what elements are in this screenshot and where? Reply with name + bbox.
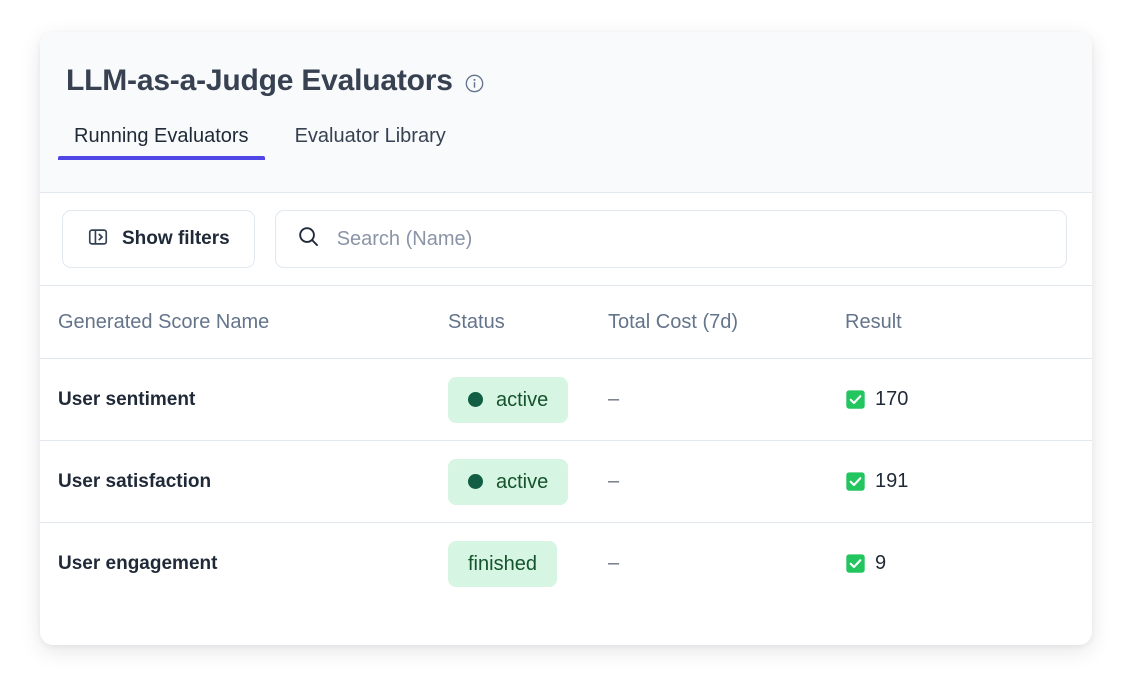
cell-cost: – <box>608 522 845 604</box>
cell-result: 191 <box>845 440 1092 523</box>
row-name-label: User satisfaction <box>58 470 212 492</box>
search-placeholder: Search (Name) <box>336 227 473 250</box>
title-row: LLM-as-a-Judge Evaluators <box>40 32 1092 96</box>
status-dot-icon <box>468 392 483 407</box>
white-check-mark-icon <box>845 471 866 492</box>
table-row[interactable]: User sentiment active – <box>40 358 1092 441</box>
tab-running-evaluators[interactable]: Running Evaluators <box>58 125 265 160</box>
cost-value: – <box>608 552 620 574</box>
cost-value: – <box>608 470 620 492</box>
result-value-wrap: 9 <box>845 552 1092 575</box>
cell-name: User satisfaction <box>40 440 448 523</box>
card-header: LLM-as-a-Judge Evaluators Running Evalua… <box>40 32 1092 193</box>
white-check-mark-icon <box>845 389 866 410</box>
status-badge-label: active <box>496 470 549 493</box>
status-badge: finished <box>448 540 557 587</box>
tab-evaluator-library-label: Evaluator Library <box>294 125 446 147</box>
show-filters-button[interactable]: Show filters <box>62 210 255 268</box>
status-badge-label: active <box>496 388 549 411</box>
show-filters-label: Show filters <box>122 228 230 249</box>
status-badge: active <box>448 376 569 423</box>
tab-evaluator-library[interactable]: Evaluator Library <box>287 126 454 160</box>
result-count: 9 <box>875 552 887 574</box>
cost-value: – <box>608 388 620 410</box>
result-count: 191 <box>875 470 909 492</box>
row-name-label: User engagement <box>58 552 218 574</box>
page-title: LLM-as-a-Judge Evaluators <box>66 64 453 97</box>
cell-name: User engagement <box>40 522 448 604</box>
table-row[interactable]: User engagement finished – <box>40 522 1092 604</box>
table-header-row: Generated Score Name Status Total Cost (… <box>40 286 1092 359</box>
column-header-result[interactable]: Result <box>845 286 1092 359</box>
toolbar: Show filters Search (Name) <box>40 193 1092 286</box>
search-icon <box>296 224 321 254</box>
column-header-total-cost[interactable]: Total Cost (7d) <box>608 286 845 359</box>
cell-result: 170 <box>845 358 1092 441</box>
white-check-mark-icon <box>845 553 866 574</box>
evaluators-card: LLM-as-a-Judge Evaluators Running Evalua… <box>40 32 1092 645</box>
table-body: User sentiment active – <box>40 358 1092 604</box>
cell-status: active <box>448 440 608 523</box>
result-count: 170 <box>875 388 909 410</box>
row-name-label: User sentiment <box>58 388 196 410</box>
table-row[interactable]: User satisfaction active – <box>40 440 1092 523</box>
tab-bar: Running Evaluators Evaluator Library <box>40 96 1092 160</box>
info-icon[interactable] <box>465 74 484 93</box>
result-value-wrap: 191 <box>845 470 1092 493</box>
tab-running-evaluators-label: Running Evaluators <box>74 125 249 147</box>
panel-right-open-icon <box>87 226 109 253</box>
search-input[interactable]: Search (Name) <box>274 210 1067 268</box>
evaluators-table: Generated Score Name Status Total Cost (… <box>40 286 1092 604</box>
cell-status: finished <box>448 522 608 604</box>
column-header-status[interactable]: Status <box>448 286 608 359</box>
result-value-wrap: 170 <box>845 388 1092 411</box>
status-badge: active <box>448 458 569 505</box>
cell-cost: – <box>608 440 845 523</box>
cell-result: 9 <box>845 522 1092 604</box>
cell-name: User sentiment <box>40 358 448 441</box>
column-header-generated-score-name[interactable]: Generated Score Name <box>40 286 448 359</box>
table-head: Generated Score Name Status Total Cost (… <box>40 286 1092 359</box>
cell-status: active <box>448 358 608 441</box>
status-dot-icon <box>468 474 483 489</box>
status-badge-label: finished <box>468 552 537 575</box>
cell-cost: – <box>608 358 845 441</box>
